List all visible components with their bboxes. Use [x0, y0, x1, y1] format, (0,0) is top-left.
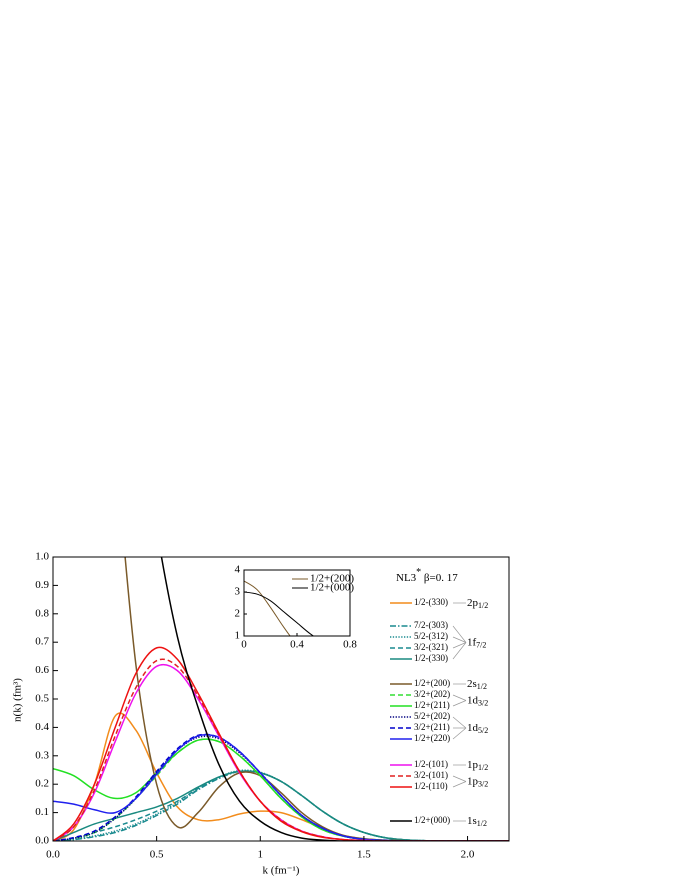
legend-label: 1/2-(101)	[414, 759, 448, 769]
group-label: 1d5/2	[467, 722, 488, 735]
y-tick-label: 1.0	[35, 551, 49, 563]
group-main: 1d	[467, 722, 479, 734]
legend-label: 1/2+(000)	[310, 582, 354, 594]
curves	[244, 580, 315, 636]
legend-label: 1/2-(330)	[414, 597, 448, 607]
group-label: 2s1/2	[467, 678, 487, 691]
inset-plot: 0 0.4 0.8 1 2 3 4 1/2+(200)1/2+(000)	[235, 564, 358, 651]
group-connector	[452, 642, 467, 660]
legend-label: 1/2+(211)	[414, 700, 450, 710]
x-tick-label: 0	[241, 639, 247, 651]
x-tick-label: 0.5	[150, 849, 164, 861]
legend-label: 3/2-(101)	[414, 770, 448, 780]
group-connector	[452, 727, 467, 740]
series-line	[53, 712, 509, 841]
legend-label: 1/2+(200)	[310, 573, 354, 585]
group-connector	[452, 636, 467, 643]
x-tick-label: 0.4	[290, 639, 304, 651]
series-line	[53, 646, 509, 841]
group-main: 1s	[467, 815, 477, 827]
y-axis-label: n(k) (fm³)	[12, 678, 24, 722]
y-tick-label: 0.0	[35, 835, 49, 847]
group-connector	[452, 625, 467, 643]
group-sub: 3/2	[478, 698, 488, 707]
group-connector	[452, 716, 467, 729]
legend-label: 1/2+(000)	[414, 815, 450, 825]
annotation: NL3* β=0. 17	[396, 567, 458, 583]
y-tick-label: 2	[235, 608, 241, 620]
x-tick-label: 1	[258, 849, 264, 861]
group-sub: 1/2	[477, 682, 487, 691]
x-tick-label: 2.0	[461, 849, 475, 861]
x-tick-label: 1.5	[357, 849, 371, 861]
legend-label: 1/2+(200)	[414, 678, 450, 688]
group-label: 2p1/2	[467, 597, 488, 610]
y-tick-label: 4	[235, 564, 241, 576]
legend-label: 3/2+(202)	[414, 689, 450, 699]
x-tick-label: 0.0	[46, 849, 60, 861]
group-connector	[452, 642, 467, 649]
y-tick-label: 0.5	[35, 693, 49, 705]
y-tick-label: 0.8	[35, 607, 49, 619]
group-main: 2p	[467, 597, 479, 609]
y-tick-label: 0.9	[35, 579, 49, 591]
annotation-part: NL3	[396, 572, 417, 584]
group-connector	[452, 700, 467, 707]
annotation-part: β=0. 17	[421, 572, 458, 584]
x-tick-label: 0.8	[343, 639, 357, 651]
group-label: 1p1/2	[467, 759, 488, 772]
group-label: 1p3/2	[467, 775, 488, 788]
group-sub: 1/2	[477, 819, 487, 828]
legend-label: 1/2+(220)	[414, 733, 450, 743]
y-tick-label: 0.6	[35, 664, 49, 676]
group-label: 1d3/2	[467, 694, 488, 707]
group-connector	[452, 781, 467, 788]
legend-label: 3/2-(321)	[414, 642, 448, 652]
series-line	[244, 591, 315, 636]
y-tick-label: 0.1	[35, 806, 49, 818]
group-connector	[452, 775, 467, 782]
group-connector	[452, 694, 467, 701]
main-plot: 0.0 0.5 1 1.5 2.0 0.0 0.1 0.2 0.3 0.4 0.5 0.6 0.7 0.8…	[12, 551, 510, 877]
group-sub: 3/2	[478, 779, 488, 788]
legend-label: 7/2-(303)	[414, 620, 448, 630]
y-tick-label: 0.7	[35, 636, 49, 648]
series-line	[53, 738, 509, 841]
series-line	[160, 557, 509, 841]
series-line	[53, 735, 509, 841]
group-label: 1s1/2	[467, 815, 487, 828]
y-tick-label: 0.4	[35, 721, 49, 733]
y-tick-label: 1	[235, 630, 241, 642]
group-main: 1f	[467, 636, 477, 648]
group-main: 1d	[467, 694, 479, 706]
legend-label: 1/2-(110)	[414, 781, 448, 791]
annotation-part: *	[416, 567, 421, 578]
group-sub: 5/2	[478, 726, 488, 735]
group-sub: 1/2	[478, 763, 488, 772]
legend-label: 3/2+(211)	[414, 722, 450, 732]
group-main: 1p	[467, 759, 479, 771]
x-axis-label: k (fm⁻¹)	[263, 865, 300, 877]
y-tick-label: 0.2	[35, 778, 49, 790]
group-sub: 1/2	[478, 601, 488, 610]
series-line	[244, 580, 291, 636]
y-tick-label: 0.3	[35, 749, 49, 761]
group-main: 1p	[467, 775, 479, 787]
series-line	[53, 733, 509, 841]
group-label: 1f7/2	[467, 636, 486, 649]
group-sub: 7/2	[476, 640, 486, 649]
legend-label: 5/2+(202)	[414, 711, 450, 721]
series-line	[53, 658, 509, 841]
series-line	[53, 663, 509, 841]
group-main: 2s	[467, 678, 477, 690]
legend-label: 1/2-(330)	[414, 653, 448, 663]
legend-label: 5/2-(312)	[414, 631, 448, 641]
y-tick-label: 3	[235, 586, 241, 598]
